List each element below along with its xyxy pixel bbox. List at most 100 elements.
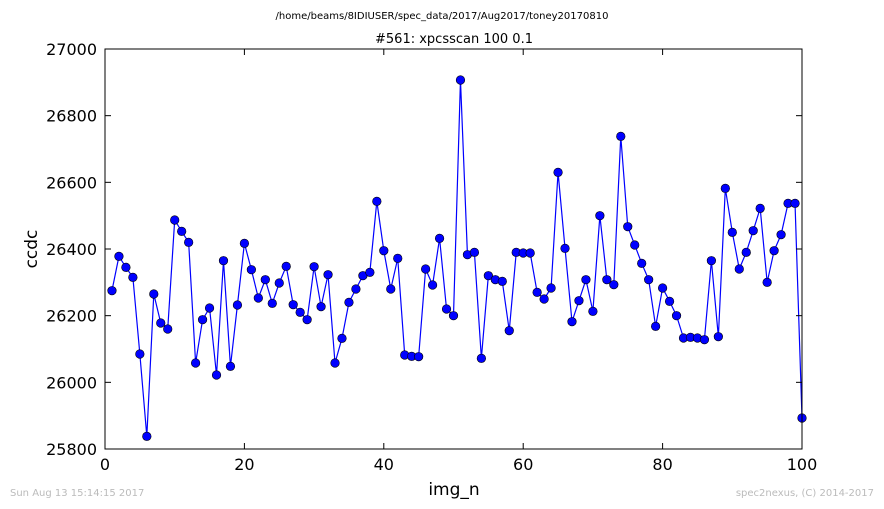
data-point bbox=[616, 131, 626, 141]
data-point bbox=[372, 196, 382, 206]
data-point bbox=[149, 289, 159, 299]
data-point bbox=[762, 277, 772, 287]
data-point bbox=[741, 247, 751, 257]
data-point bbox=[302, 315, 312, 325]
data-point bbox=[191, 358, 201, 368]
y-tick-label: 25800 bbox=[46, 440, 97, 459]
data-point bbox=[525, 248, 535, 258]
data-point bbox=[664, 296, 675, 306]
x-tick-label: 20 bbox=[234, 455, 254, 474]
data-point bbox=[637, 258, 647, 268]
data-point bbox=[455, 75, 466, 85]
data-point bbox=[225, 361, 236, 371]
data-point bbox=[260, 275, 270, 285]
data-point bbox=[748, 226, 758, 236]
data-point bbox=[288, 300, 298, 310]
data-point bbox=[393, 253, 403, 263]
data-point bbox=[330, 358, 340, 368]
plot-frame bbox=[104, 48, 803, 450]
data-point bbox=[281, 261, 291, 271]
data-point bbox=[274, 278, 284, 288]
data-point bbox=[142, 431, 152, 441]
x-tick-label: 80 bbox=[652, 455, 672, 474]
x-tick-label: 0 bbox=[100, 455, 110, 474]
data-point bbox=[734, 264, 744, 274]
data-point bbox=[379, 246, 389, 256]
data-point bbox=[769, 246, 779, 256]
data-point bbox=[414, 352, 424, 362]
x-tick-label: 60 bbox=[513, 455, 533, 474]
data-point bbox=[295, 307, 305, 317]
data-point bbox=[469, 247, 480, 257]
y-tick-label: 26600 bbox=[46, 173, 97, 192]
data-point bbox=[630, 240, 640, 250]
data-point bbox=[267, 298, 277, 308]
data-point bbox=[776, 230, 786, 240]
y-tick-label: 26800 bbox=[46, 107, 97, 126]
data-point bbox=[421, 264, 431, 274]
data-point bbox=[351, 284, 361, 294]
data-point bbox=[135, 349, 145, 359]
data-point bbox=[386, 284, 396, 294]
data-point bbox=[497, 276, 507, 286]
data-point bbox=[323, 270, 333, 280]
data-point bbox=[204, 303, 215, 313]
data-point bbox=[651, 321, 661, 331]
y-tick-label: 26000 bbox=[46, 373, 97, 392]
x-tick-label: 40 bbox=[374, 455, 394, 474]
data-point bbox=[476, 353, 486, 363]
data-point bbox=[211, 370, 222, 380]
y-tick-label: 27000 bbox=[46, 40, 97, 59]
data-point bbox=[609, 280, 619, 290]
series-layer bbox=[107, 75, 807, 441]
data-point bbox=[595, 211, 605, 221]
chart-suptitle: /home/beams/8IDIUSER/spec_data/2017/Aug2… bbox=[276, 11, 609, 22]
data-point bbox=[114, 251, 124, 261]
data-point bbox=[448, 311, 459, 321]
data-point bbox=[107, 286, 117, 296]
data-point bbox=[337, 333, 347, 343]
data-point bbox=[539, 294, 549, 304]
data-point bbox=[483, 271, 493, 281]
data-point bbox=[163, 324, 173, 334]
data-point bbox=[246, 265, 256, 275]
x-axis-label: img_n bbox=[428, 480, 479, 500]
x-tick-label: 100 bbox=[787, 455, 818, 474]
data-point bbox=[128, 272, 138, 282]
data-point bbox=[581, 275, 591, 285]
data-point bbox=[720, 183, 730, 193]
data-point bbox=[316, 302, 326, 312]
data-point bbox=[253, 293, 263, 303]
data-point bbox=[170, 215, 180, 225]
data-point bbox=[344, 297, 354, 307]
data-point bbox=[657, 283, 668, 293]
data-point bbox=[532, 287, 542, 297]
footer-timestamp: Sun Aug 13 15:14:15 2017 bbox=[10, 488, 145, 499]
data-point bbox=[553, 167, 563, 177]
data-point bbox=[427, 280, 438, 290]
data-point bbox=[588, 306, 598, 316]
series-line bbox=[111, 79, 803, 437]
chart-title: #561: xpcsscan 100 0.1 bbox=[375, 32, 533, 47]
data-point bbox=[706, 256, 716, 266]
y-tick-label: 26400 bbox=[46, 240, 97, 259]
data-point bbox=[218, 256, 229, 266]
data-point bbox=[504, 326, 514, 336]
data-point bbox=[623, 222, 633, 232]
data-point bbox=[699, 335, 710, 345]
data-point bbox=[197, 315, 208, 325]
data-point bbox=[713, 332, 723, 342]
data-point bbox=[574, 296, 584, 306]
data-point bbox=[365, 267, 375, 277]
data-point bbox=[560, 243, 570, 253]
data-point bbox=[184, 237, 194, 247]
data-point bbox=[177, 226, 187, 236]
data-point bbox=[232, 300, 243, 310]
data-point bbox=[121, 262, 131, 272]
data-point bbox=[644, 275, 654, 285]
footer-credit: spec2nexus, (C) 2014-2017 bbox=[735, 488, 874, 499]
axes-layer: 0 20 40 60 80 100 25800 26000 26200 26400 26600 268… bbox=[46, 40, 817, 474]
data-point bbox=[727, 227, 737, 237]
data-point bbox=[546, 283, 556, 293]
